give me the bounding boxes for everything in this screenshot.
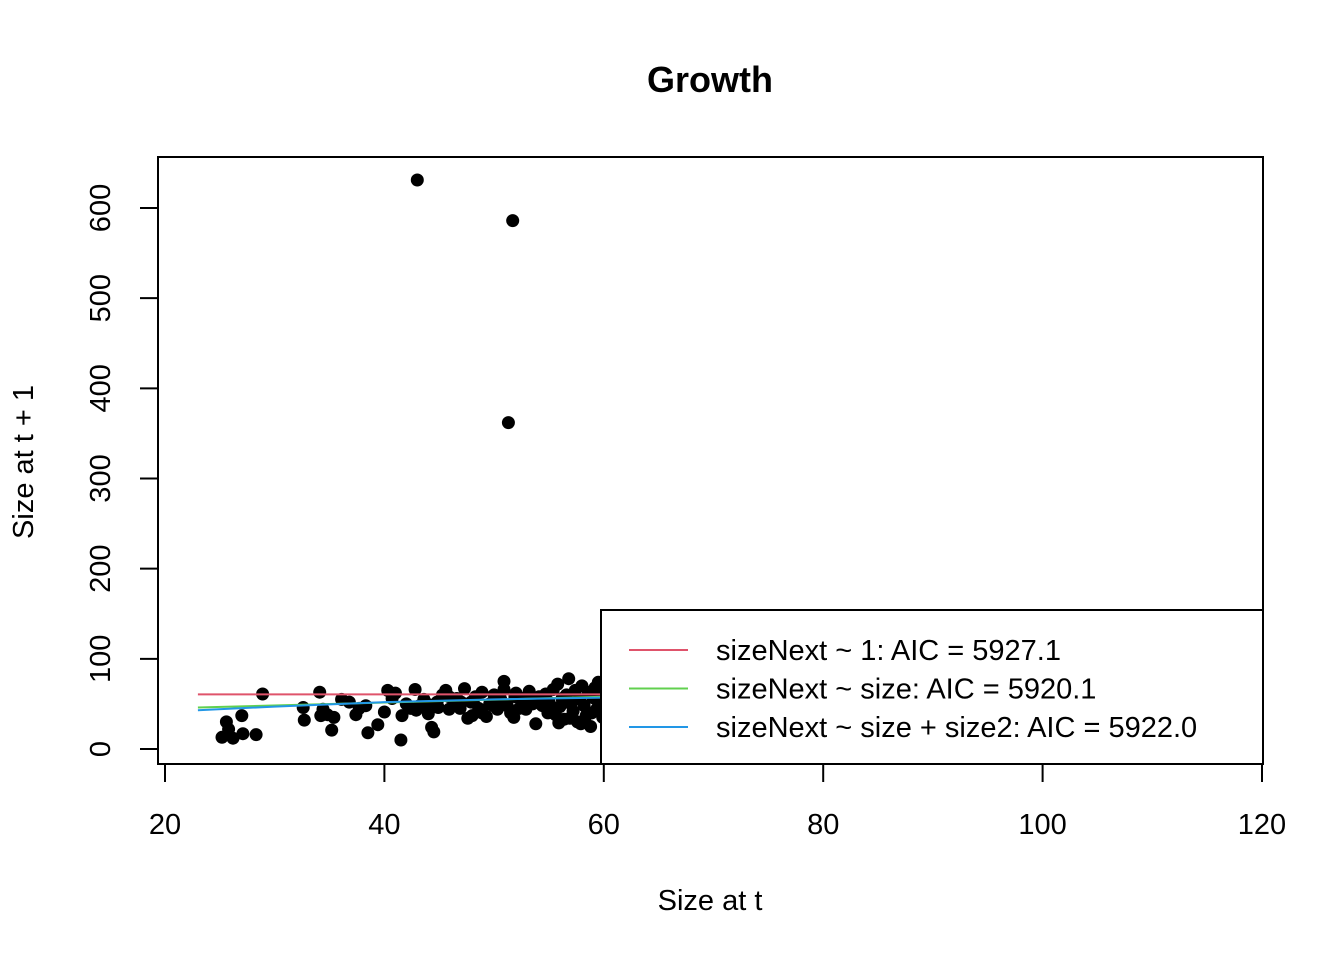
- y-tick-label: 400: [85, 364, 117, 412]
- legend-label-3: sizeNext ~ size + size2: AIC = 5922.0: [716, 712, 1197, 744]
- data-point: [342, 695, 356, 709]
- y-axis: 0 100 200 300 400 500 600: [85, 184, 159, 757]
- data-point: [327, 710, 341, 724]
- legend-label-1: sizeNext ~ 1: AIC = 5927.1: [716, 635, 1061, 667]
- y-axis-label: Size at t + 1: [8, 385, 40, 539]
- data-point: [501, 416, 515, 430]
- data-point: [371, 718, 385, 732]
- data-point: [562, 672, 576, 686]
- y-tick-label: 100: [85, 635, 117, 683]
- data-point: [584, 720, 598, 733]
- x-tick-label: 20: [149, 809, 181, 841]
- x-axis-label: Size at t: [658, 885, 763, 917]
- legend-box: [600, 609, 1264, 765]
- data-point: [377, 705, 391, 719]
- x-tick-label: 120: [1238, 809, 1286, 841]
- data-point: [313, 685, 327, 699]
- data-point: [395, 709, 409, 723]
- data-point: [388, 686, 402, 700]
- legend-label-2: sizeNext ~ size: AIC = 5920.1: [716, 674, 1096, 706]
- data-point: [519, 702, 533, 716]
- data-point: [431, 701, 445, 714]
- x-tick-label: 80: [807, 809, 839, 841]
- data-point: [475, 685, 489, 699]
- fit-line-3: [197, 696, 604, 712]
- y-tick-label: 0: [85, 741, 117, 757]
- data-point: [464, 695, 478, 709]
- data-point: [427, 725, 441, 739]
- data-point: [409, 703, 423, 717]
- y-tick-label: 300: [85, 454, 117, 502]
- y-tick-label: 200: [85, 545, 117, 593]
- x-tick-label: 100: [1018, 809, 1066, 841]
- data-point: [236, 727, 250, 741]
- y-tick-label: 500: [85, 274, 117, 322]
- data-point: [563, 711, 577, 725]
- data-point: [359, 699, 373, 713]
- data-point: [421, 707, 435, 721]
- data-point: [574, 717, 588, 731]
- data-point: [249, 728, 263, 742]
- fit-lines: [197, 693, 604, 712]
- legend: sizeNext ~ 1: AIC = 5927.1 sizeNext ~ siz…: [600, 609, 1264, 765]
- data-point: [541, 706, 555, 720]
- data-point: [226, 731, 240, 745]
- data-point: [361, 726, 375, 740]
- x-tick-label: 40: [368, 809, 400, 841]
- data-point: [497, 683, 511, 696]
- data-point: [552, 716, 566, 730]
- data-point: [486, 699, 500, 713]
- y-tick-label: 600: [85, 184, 117, 232]
- data-point: [297, 713, 311, 727]
- data-point: [325, 723, 339, 737]
- chart-title: Growth: [647, 59, 773, 100]
- data-point: [410, 173, 424, 187]
- data-point: [585, 706, 599, 720]
- data-point: [296, 701, 310, 714]
- data-point: [458, 682, 471, 696]
- data-point: [453, 701, 467, 715]
- data-point: [394, 733, 408, 747]
- data-point: [420, 697, 434, 711]
- data-point: [475, 706, 489, 720]
- data-point: [551, 677, 565, 691]
- data-point: [506, 214, 520, 228]
- data-point: [529, 717, 543, 731]
- data-point: [508, 690, 522, 704]
- x-tick-label: 60: [588, 809, 620, 841]
- data-point: [408, 683, 422, 696]
- data-point: [235, 709, 249, 723]
